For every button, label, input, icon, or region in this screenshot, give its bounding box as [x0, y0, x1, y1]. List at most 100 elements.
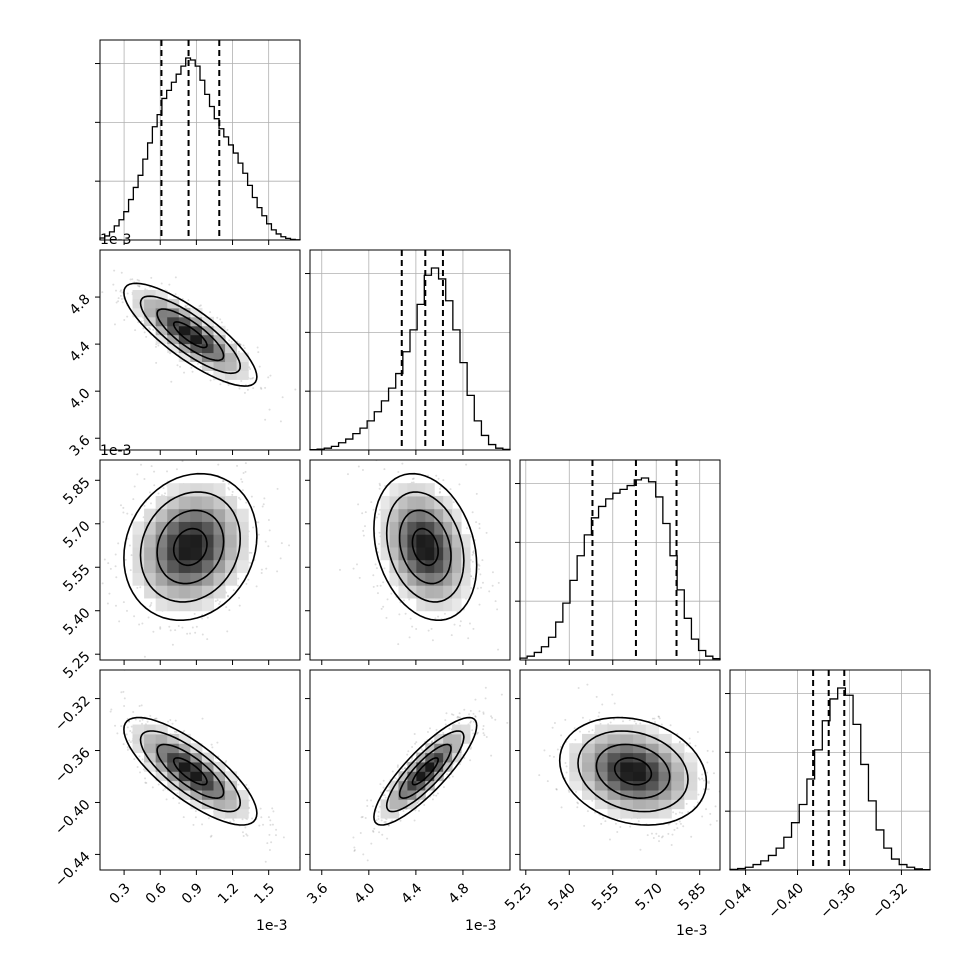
- density-cell: [443, 585, 453, 599]
- sample-point: [552, 755, 555, 758]
- sample-point: [92, 694, 94, 696]
- density-cell: [416, 771, 426, 782]
- scatter-panel-3-0: [92, 669, 301, 871]
- sample-point: [491, 571, 494, 574]
- sample-point: [264, 860, 267, 863]
- density-cell: [407, 483, 417, 497]
- contour-level-1: [595, 743, 671, 800]
- sample-point: [496, 608, 499, 611]
- x-tick-label-col2: 5.25: [502, 880, 535, 913]
- sample-point: [639, 848, 642, 851]
- sample-point: [269, 374, 272, 377]
- density-cell: [225, 799, 238, 810]
- sample-point: [148, 605, 151, 608]
- sample-point: [121, 291, 124, 294]
- sample-point: [472, 720, 475, 723]
- sample-point: [252, 376, 255, 379]
- sample-point: [199, 451, 201, 453]
- density-cell: [167, 559, 180, 573]
- density-cell: [389, 495, 399, 510]
- sample-point: [376, 592, 379, 595]
- density-cell: [434, 771, 444, 782]
- sample-point: [128, 720, 131, 723]
- sample-point: [577, 687, 580, 690]
- sample-point: [383, 567, 386, 570]
- sample-point: [506, 721, 509, 724]
- sample-point: [113, 323, 116, 326]
- density-cell: [407, 780, 417, 791]
- sample-point: [138, 704, 141, 707]
- sample-point: [553, 722, 556, 725]
- y-tick-label-row3: −0.40: [52, 797, 94, 839]
- density-cell: [582, 780, 596, 791]
- sample-point: [401, 462, 404, 465]
- density-cell: [225, 546, 238, 561]
- sample-point: [430, 627, 433, 630]
- density-cell: [594, 790, 609, 800]
- sample-point: [139, 586, 142, 589]
- sample-point: [479, 573, 482, 576]
- contour-level-0: [172, 321, 208, 349]
- sample-point: [120, 298, 123, 301]
- density-cell: [190, 325, 203, 336]
- sample-point: [658, 717, 661, 720]
- sample-point: [653, 717, 656, 720]
- sample-point: [564, 762, 567, 765]
- sample-point: [145, 335, 148, 338]
- sample-point: [154, 345, 157, 348]
- sample-point: [126, 537, 129, 540]
- x-tick-label-col1: 4.8: [445, 880, 472, 907]
- density-cell: [633, 733, 647, 744]
- density-cell: [178, 780, 191, 791]
- density-cell: [167, 585, 180, 599]
- sample-point: [122, 690, 125, 693]
- density-cell: [213, 534, 226, 548]
- sample-point: [370, 842, 373, 845]
- sample-point: [697, 777, 700, 780]
- sample-point: [182, 816, 185, 819]
- x-tick-label-col2: 5.70: [632, 880, 665, 913]
- sample-point: [181, 297, 184, 300]
- sample-point: [255, 585, 258, 588]
- sample-point: [227, 595, 230, 598]
- sample-point: [162, 789, 165, 792]
- x-tick-label-col0: 1.2: [215, 880, 242, 907]
- sample-point: [244, 470, 247, 473]
- panel-frame: [309, 669, 511, 871]
- sample-point: [245, 833, 248, 836]
- sample-point: [352, 836, 355, 839]
- sample-point: [141, 622, 144, 625]
- sample-point: [382, 779, 385, 782]
- sample-point: [484, 697, 487, 700]
- density-cell: [569, 752, 583, 763]
- sample-point: [237, 350, 240, 353]
- density-cell: [658, 761, 672, 772]
- density-cell: [201, 325, 214, 336]
- sample-point: [463, 756, 466, 759]
- density-cell: [144, 546, 157, 561]
- sample-point: [472, 732, 475, 735]
- sample-point: [360, 816, 363, 819]
- sample-point: [245, 783, 248, 786]
- density-cell: [434, 534, 444, 548]
- density-cell: [132, 572, 145, 586]
- sample-point: [456, 716, 459, 719]
- panel-inner: [92, 670, 300, 863]
- sample-point: [260, 568, 263, 571]
- density-cell: [201, 585, 214, 599]
- sample-point: [410, 481, 413, 484]
- hist-panel-3: [725, 669, 931, 871]
- sample-point: [657, 835, 660, 838]
- sample-point: [546, 780, 549, 783]
- density-cell: [190, 780, 203, 791]
- sample-point: [633, 720, 636, 723]
- density-cell: [213, 343, 226, 354]
- density-cell: [443, 597, 453, 612]
- density-cell: [167, 334, 180, 345]
- sample-point: [578, 730, 581, 733]
- density-cell: [620, 733, 634, 744]
- sample-point: [201, 823, 204, 826]
- scatter-panel-1-0: [99, 249, 301, 451]
- density-cell: [658, 808, 672, 819]
- sample-point: [415, 741, 418, 744]
